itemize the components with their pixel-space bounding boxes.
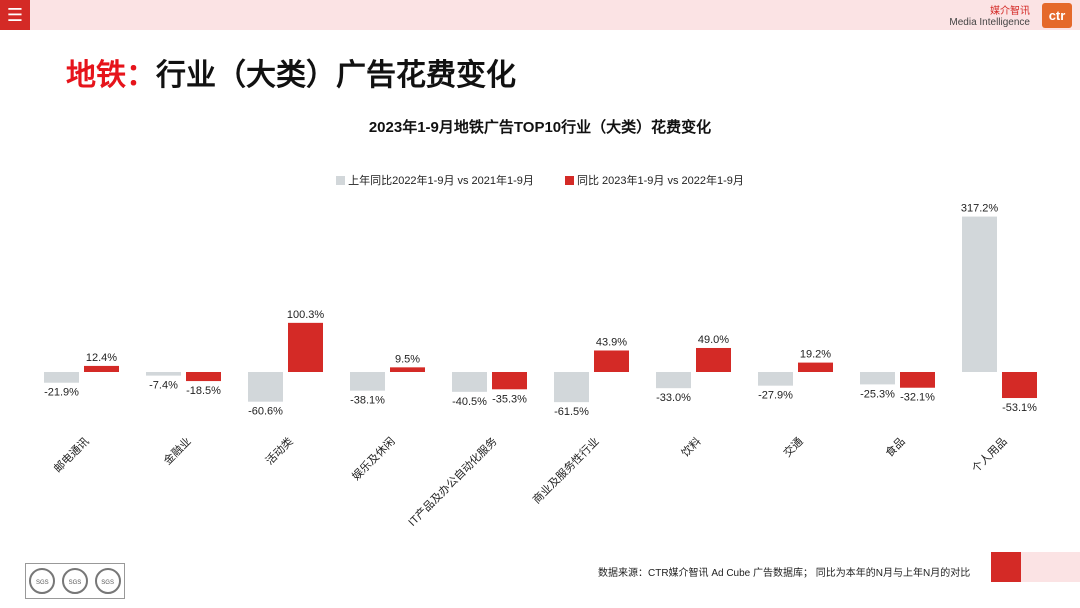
data-label: 317.2% [961, 203, 999, 215]
bar-current [798, 362, 833, 372]
category-label: 饮料 [678, 434, 703, 459]
bottom-accent-block [991, 552, 1021, 582]
data-label: 49.0% [698, 334, 729, 346]
data-label: -60.6% [248, 406, 283, 418]
bar-previous [962, 216, 997, 372]
brand-text: 媒介智讯 Media Intelligence [949, 6, 1030, 29]
bar-current [696, 347, 731, 372]
sgs-badge-icon: SGS [94, 568, 121, 594]
legend-item-previous: 上年同比2022年1-9月 vs 2021年1-9月 [336, 172, 534, 188]
data-label: 100.3% [287, 309, 325, 321]
data-label: 19.2% [800, 349, 831, 361]
data-source-note: 数据来源：CTR媒介智讯 Ad Cube 广告数据库； 同比为本年的N月与上年N… [598, 568, 971, 579]
bar-previous [248, 372, 283, 402]
category-label: IT产品及办公自动化服务 [405, 434, 500, 529]
sgs-badge-icon: SGS [61, 568, 88, 594]
data-label: -35.3% [492, 393, 527, 405]
data-label: -40.5% [452, 396, 487, 408]
legend-label-previous: 上年同比2022年1-9月 vs 2021年1-9月 [348, 175, 534, 187]
category-label: 食品 [882, 434, 907, 459]
bar-previous [554, 372, 589, 403]
data-label: -61.5% [554, 406, 589, 418]
data-label: -53.1% [1002, 402, 1037, 414]
data-label: -18.5% [186, 385, 221, 397]
bar-previous [758, 372, 793, 386]
bar-previous [452, 372, 487, 392]
bar-previous [656, 372, 691, 389]
top-bar [0, 0, 1080, 30]
data-label: -21.9% [44, 387, 79, 399]
data-label: -33.0% [656, 392, 691, 404]
legend-item-current: 同比 2023年1-9月 vs 2022年1-9月 [565, 172, 744, 188]
category-label: 活动类 [262, 434, 295, 467]
bar-current [1002, 372, 1037, 399]
brand-cn: 媒介智讯 [990, 6, 1030, 17]
category-label: 金融业 [160, 434, 193, 467]
chart-legend: 上年同比2022年1-9月 vs 2021年1-9月 同比 2023年1-9月 … [0, 172, 1080, 188]
hamburger-menu-icon[interactable]: ☰ [0, 0, 30, 30]
legend-swatch-current [565, 176, 574, 185]
category-label: 交通 [780, 434, 805, 459]
data-label: -32.1% [900, 392, 935, 404]
bar-current [390, 367, 425, 372]
bar-current [594, 350, 629, 372]
bar-current [288, 322, 323, 372]
data-label: 43.9% [596, 336, 627, 348]
bar-chart: -21.9% 12.4% 邮电通讯 -7.4% -18.5% 金融业 -60.6% 100.3… [44, 203, 1037, 529]
category-label: 商业及服务性行业 [529, 434, 601, 506]
data-label: -7.4% [149, 380, 178, 392]
bar-previous [860, 372, 895, 385]
bar-previous [146, 372, 181, 376]
bar-previous [350, 372, 385, 391]
page-title-text: 行业（大类）广告花费变化 [156, 59, 516, 92]
data-label: -38.1% [350, 395, 385, 407]
certification-badges: SGS SGS SGS [25, 563, 125, 599]
page-title: 地铁：行业（大类）广告花费变化 [66, 50, 516, 94]
brand-en: Media Intelligence [949, 17, 1030, 28]
ctr-logo: ctr [1042, 3, 1072, 28]
category-label: 邮电通讯 [51, 435, 91, 475]
bar-previous [44, 372, 79, 383]
page-title-accent: 地铁： [66, 59, 156, 92]
bar-current [84, 365, 119, 372]
sgs-badge-icon: SGS [29, 568, 56, 594]
legend-swatch-previous [336, 176, 346, 185]
bar-current [492, 372, 527, 390]
data-label: 12.4% [86, 352, 117, 364]
data-label: -25.3% [860, 388, 895, 400]
bar-current [186, 372, 221, 382]
data-label: 9.5% [395, 353, 420, 365]
category-label: 个人用品 [969, 435, 1009, 475]
chart-title: 2023年1-9月地铁广告TOP10行业（大类）花费变化 [368, 119, 712, 136]
category-label: 娱乐及休闲 [349, 434, 398, 483]
legend-label-current: 同比 2023年1-9月 vs 2022年1-9月 [577, 175, 744, 187]
data-label: -27.9% [758, 390, 793, 402]
bar-current [900, 372, 935, 388]
